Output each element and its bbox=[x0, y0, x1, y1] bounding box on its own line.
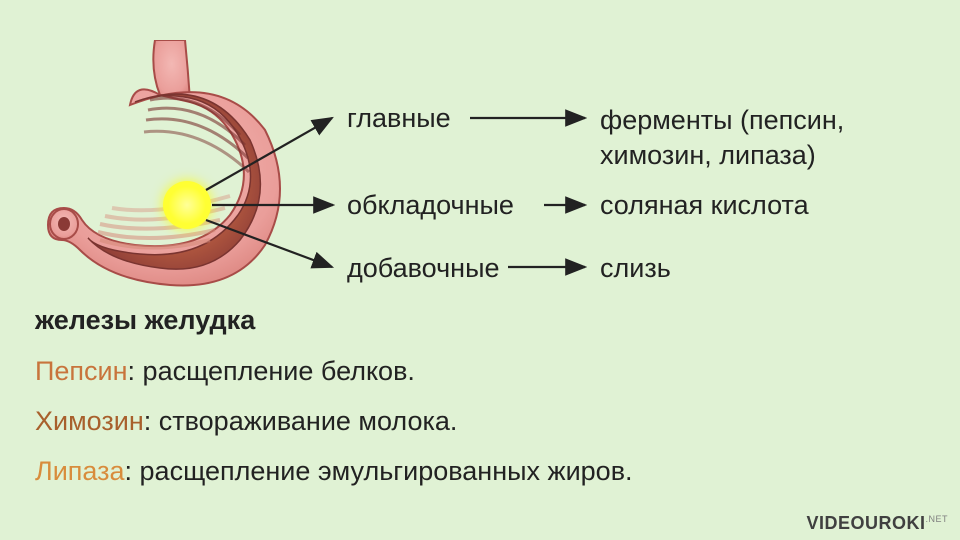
footer-brand: VIDEOUROKI bbox=[806, 513, 925, 533]
enzyme-chymosin-line: Химозин: створаживание молока. bbox=[35, 406, 457, 437]
cell-product-main: ферменты (пепсин, химозин, липаза) bbox=[600, 103, 920, 173]
enzyme-chymosin-desc: : створаживание молока. bbox=[144, 406, 458, 436]
cell-product-accessory: слизь bbox=[600, 253, 671, 284]
section-title: железы желудка bbox=[35, 305, 255, 336]
enzyme-chymosin-name: Химозин bbox=[35, 406, 144, 436]
stomach-svg bbox=[40, 40, 290, 300]
enzyme-pepsin-line: Пепсин: расщепление белков. bbox=[35, 356, 415, 387]
cell-type-parietal: обкладочные bbox=[347, 190, 514, 221]
footer-logo: VIDEOUROKI.NET bbox=[806, 513, 948, 534]
enzyme-pepsin-name: Пепсин bbox=[35, 356, 128, 386]
stomach-illustration bbox=[40, 40, 290, 300]
cell-type-main: главные bbox=[347, 103, 451, 134]
enzyme-lipase-line: Липаза: расщепление эмульгированных жиро… bbox=[35, 456, 633, 487]
cell-type-accessory: добавочные bbox=[347, 253, 500, 284]
enzyme-lipase-desc: : расщепление эмульгированных жиров. bbox=[125, 456, 633, 486]
gland-highlight-dot bbox=[163, 181, 211, 229]
enzyme-pepsin-desc: : расщепление белков. bbox=[128, 356, 415, 386]
cell-product-parietal: соляная кислота bbox=[600, 190, 809, 221]
enzyme-lipase-name: Липаза bbox=[35, 456, 125, 486]
footer-suffix: .NET bbox=[925, 514, 948, 524]
